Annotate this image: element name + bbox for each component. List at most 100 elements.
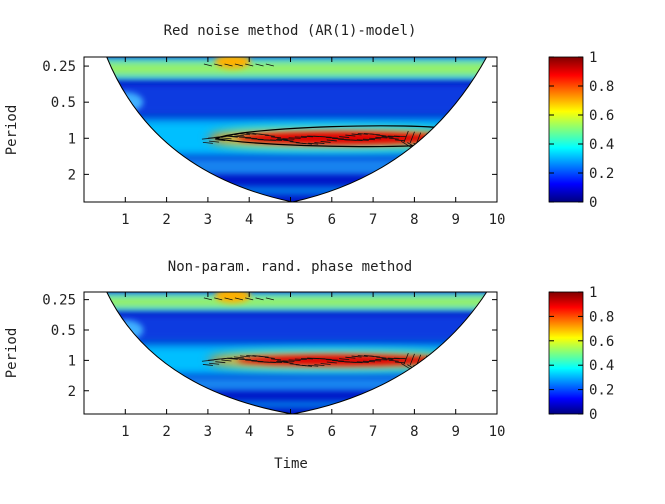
y-tick: 1 [68, 131, 497, 147]
colorbar-tick: 0.8 [549, 79, 614, 95]
x-tick-label: 7 [369, 424, 377, 440]
x-tick: 4 [245, 57, 253, 228]
x-tick: 7 [369, 292, 377, 440]
colorbar-tick: 0 [549, 195, 597, 211]
panel-random-phase: Non-param. rand. phase method Period 0.2… [4, 259, 614, 472]
x-axis: 1 2 3 4 5 6 7 8 9 10 [121, 292, 505, 440]
x-axis: 1 2 3 4 5 6 7 8 9 10 [121, 57, 505, 228]
colorbar-tick-label: 0.8 [589, 79, 614, 95]
y-tick: 1 [68, 353, 497, 369]
colorbar-tick: 1 [549, 285, 597, 301]
y-tick: 2 [68, 167, 497, 183]
y-axis-label: Period [4, 105, 20, 156]
x-tick: 10 [489, 57, 506, 228]
colorbar-tick-label: 0.2 [589, 166, 614, 182]
chart-title: Red noise method (AR(1)-model) [164, 23, 417, 39]
y-tick: 2 [68, 384, 497, 400]
colorbar-tick-label: 0.4 [589, 358, 614, 374]
y-tick: 0.25 [42, 293, 497, 309]
x-tick-label: 8 [410, 424, 418, 440]
x-tick-label: 1 [121, 212, 129, 228]
colorbar-tick: 0.2 [549, 383, 614, 399]
colorbar-tick: 0.6 [549, 334, 614, 350]
x-tick: 5 [286, 57, 295, 228]
colorbar-tick-label: 0.6 [589, 334, 614, 350]
heatmap-area [105, 291, 488, 415]
x-tick-label: 2 [162, 212, 170, 228]
y-tick-label: 0.25 [42, 59, 76, 75]
x-tick-label: 9 [451, 212, 459, 228]
colorbar-tick: 0 [549, 407, 597, 423]
colorbar-tick: 0.8 [549, 309, 614, 325]
x-tick: 9 [451, 292, 460, 440]
colorbar: 0 0.2 0.4 0.6 0.8 1 [548, 285, 614, 423]
x-tick: 8 [410, 292, 419, 440]
x-tick-label: 6 [328, 212, 336, 228]
x-tick-label: 3 [204, 424, 212, 440]
x-tick-label: 10 [489, 424, 506, 440]
x-tick-label: 9 [451, 424, 459, 440]
x-tick: 2 [162, 292, 171, 440]
y-tick-label: 2 [68, 167, 76, 183]
x-tick: 8 [410, 57, 419, 228]
colorbar-tick: 0.4 [549, 137, 614, 153]
x-tick-label: 8 [410, 212, 418, 228]
x-tick: 6 [328, 292, 336, 440]
y-tick-label: 1 [68, 353, 76, 369]
y-tick: 0.5 [51, 323, 497, 339]
x-tick-label: 2 [162, 424, 170, 440]
x-tick: 1 [121, 57, 130, 228]
x-tick: 1 [121, 292, 130, 440]
colorbar-tick-label: 1 [589, 50, 597, 66]
x-tick: 5 [286, 292, 295, 440]
x-tick-label: 10 [489, 212, 506, 228]
x-axis-label: Time [274, 456, 308, 472]
y-tick-label: 0.5 [51, 323, 76, 339]
y-tick-label: 0.25 [42, 293, 76, 309]
x-tick: 6 [328, 57, 336, 228]
colorbar-gradient [548, 56, 584, 203]
x-tick: 3 [204, 292, 212, 440]
colorbar-tick-label: 0.8 [589, 309, 614, 325]
x-tick: 7 [369, 57, 377, 228]
x-tick-label: 3 [204, 212, 212, 228]
y-axis: 0.25 0.5 1 2 [42, 59, 497, 183]
heatmap-area [105, 56, 488, 203]
y-tick: 0.25 [42, 59, 497, 75]
colorbar-tick: 1 [549, 50, 597, 66]
y-axis-label: Period [4, 328, 20, 379]
y-tick-label: 2 [68, 384, 76, 400]
colorbar-tick-label: 0.6 [589, 108, 614, 124]
colorbar-ticks: 0 0.2 0.4 0.6 0.8 1 [549, 50, 614, 211]
y-tick-label: 1 [68, 131, 76, 147]
colorbar-tick-label: 0 [589, 195, 597, 211]
colorbar-tick-label: 0.2 [589, 383, 614, 399]
colorbar-tick: 0.6 [549, 108, 614, 124]
colorbar-tick: 0.2 [549, 166, 614, 182]
x-tick-label: 5 [286, 424, 294, 440]
colorbar-ticks: 0 0.2 0.4 0.6 0.8 1 [549, 285, 614, 423]
x-tick: 10 [489, 292, 506, 440]
x-tick-label: 1 [121, 424, 129, 440]
chart-title: Non-param. rand. phase method [168, 259, 412, 275]
y-axis: 0.25 0.5 1 2 [42, 293, 497, 400]
y-tick-label: 0.5 [51, 95, 76, 111]
colorbar-tick-label: 0.4 [589, 137, 614, 153]
panel-red-noise: Red noise method (AR(1)-model) Period 0.… [4, 23, 614, 228]
colorbar-tick: 0.4 [549, 358, 614, 374]
x-tick: 9 [451, 57, 460, 228]
x-tick: 3 [204, 57, 212, 228]
colorbar-gradient [548, 291, 584, 415]
x-tick: 2 [162, 57, 171, 228]
colorbar: 0 0.2 0.4 0.6 0.8 1 [548, 50, 614, 211]
x-tick-label: 7 [369, 212, 377, 228]
y-tick: 0.5 [51, 95, 497, 111]
x-tick-label: 6 [328, 424, 336, 440]
x-tick-label: 4 [245, 424, 253, 440]
colorbar-tick-label: 1 [589, 285, 597, 301]
x-tick-label: 4 [245, 212, 253, 228]
colorbar-tick-label: 0 [589, 407, 597, 423]
x-tick-label: 5 [286, 212, 294, 228]
x-tick: 4 [245, 292, 253, 440]
